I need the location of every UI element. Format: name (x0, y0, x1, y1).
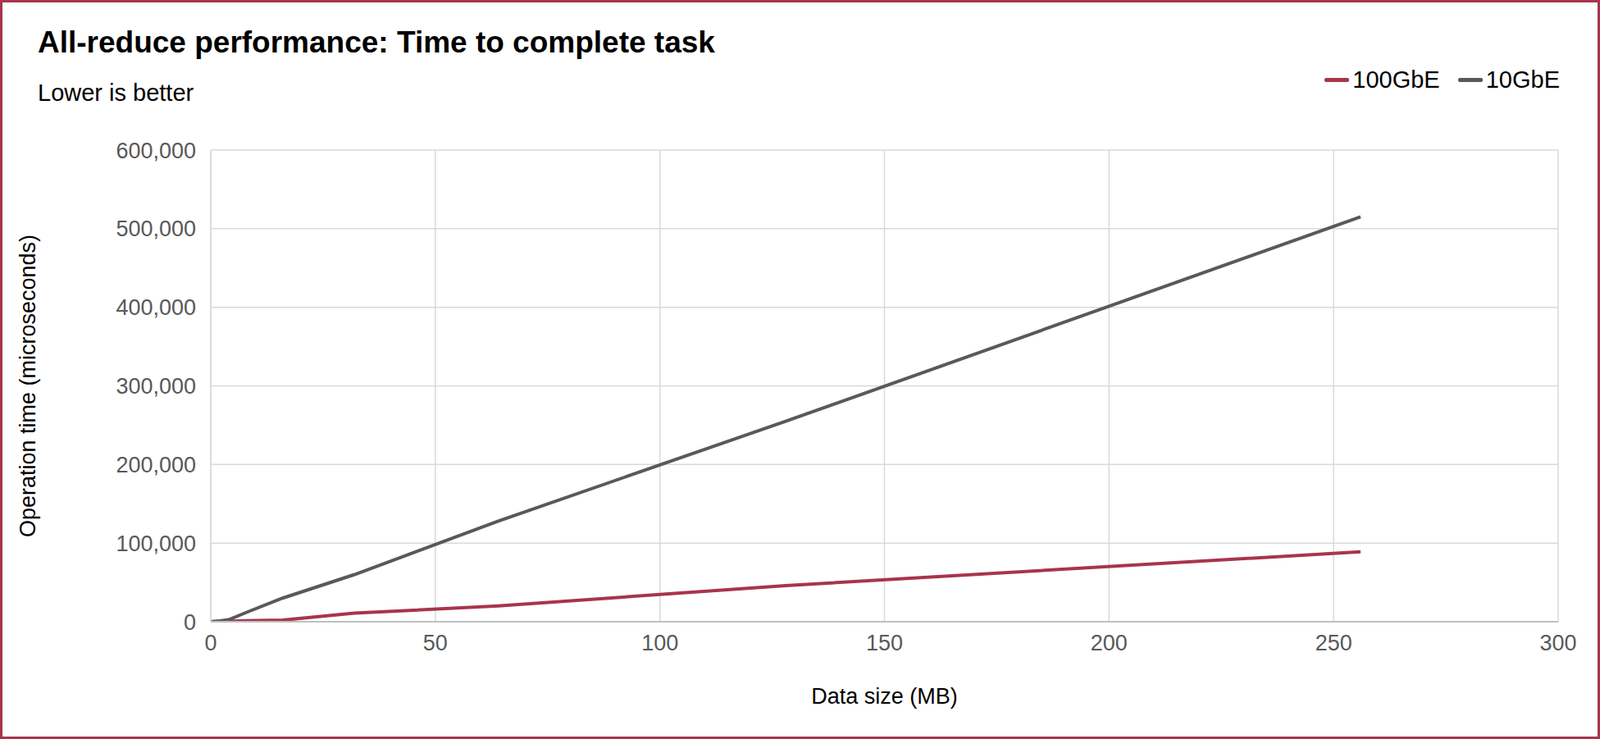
svg-text:300,000: 300,000 (115, 373, 197, 399)
svg-text:150: 150 (866, 630, 903, 656)
svg-text:200: 200 (1090, 630, 1128, 656)
svg-text:100: 100 (641, 630, 679, 656)
html-text:Lower is better: Lower is better (37, 79, 194, 106)
svg-text:50: 50 (423, 630, 448, 656)
svg-text:100,000: 100,000 (115, 531, 197, 557)
svg-text:400,000: 400,000 (115, 295, 197, 320)
html-text:10GbE: 10GbE (1485, 66, 1560, 93)
svg-text:0: 0 (183, 610, 197, 635)
svg-text:Data size (MB): Data size (MB) (811, 683, 958, 709)
svg-text:500,000: 500,000 (115, 216, 197, 242)
svg-text:0: 0 (204, 630, 217, 656)
svg-text:600,000: 600,000 (115, 138, 197, 164)
svg-text:Operation time (microseconds): Operation time (microseconds) (15, 234, 41, 538)
svg-text:200,000: 200,000 (115, 452, 197, 478)
svg-text:300: 300 (1539, 630, 1577, 656)
html-text:All-reduce performance: Time t: All-reduce performance: Time to complete… (37, 25, 716, 60)
html-text:100GbE: 100GbE (1352, 66, 1440, 93)
svg-text:250: 250 (1315, 630, 1353, 656)
